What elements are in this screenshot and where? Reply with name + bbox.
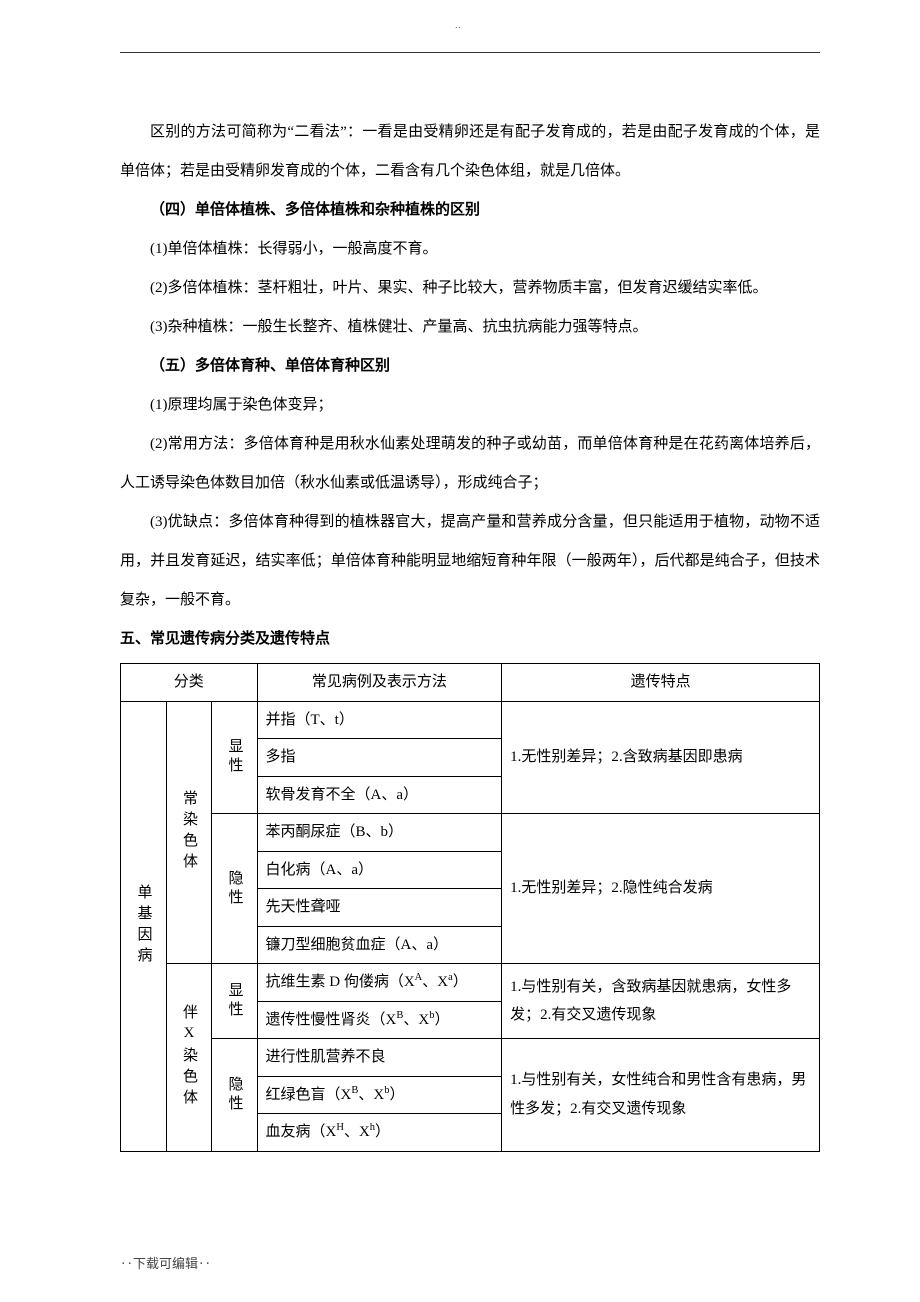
cell-example: 进行性肌营养不良: [257, 1039, 502, 1077]
text: 、X: [344, 1124, 370, 1140]
table-row: 伴X染色体 显性 抗维生素 D 佝偻病（XA、Xa） 1.与性别有关，含致病基因…: [121, 964, 820, 1002]
th-traits: 遗传特点: [502, 664, 820, 702]
heading-4: （四）单倍体植株、多倍体植株和杂种植株的区别: [120, 191, 820, 230]
cell-example: 苯丙酮尿症（B、b）: [257, 814, 502, 852]
text: 遗传性慢性肾炎（X: [266, 1012, 397, 1028]
cell-label: 隐性: [220, 870, 249, 908]
cell-label: 常染色体: [175, 790, 204, 874]
cell-example: 先天性聋哑: [257, 889, 502, 927]
cell-example: 白化病（A、a）: [257, 851, 502, 889]
paragraph-5-1: (1)原理均属于染色体变异；: [120, 386, 820, 425]
cell-label: 单基因病: [129, 884, 158, 968]
text: ）: [453, 974, 468, 990]
text: ）: [375, 1124, 390, 1140]
table-row: 单基因病 常染色体 显性 并指（T、t） 1.无性别差异；2.含致病基因即患病: [121, 701, 820, 739]
genetic-diseases-table: 分类 常见病例及表示方法 遗传特点 单基因病 常染色体 显性 并指（T、t） 1…: [120, 663, 820, 1152]
table-row: 隐性 苯丙酮尿症（B、b） 1.无性别差异；2.隐性纯合发病: [121, 814, 820, 852]
cell-label: 伴X染色体: [175, 1004, 204, 1110]
paragraph-5-3: (3)优缺点：多倍体育种得到的植株器官大，提高产量和营养成分含量，但只能适用于植…: [120, 503, 820, 620]
paragraph-5-2: (2)常用方法：多倍体育种是用秋水仙素处理萌发的种子或幼苗，而单倍体育种是在花药…: [120, 425, 820, 503]
cell-single-gene: 单基因病: [121, 701, 167, 1151]
th-examples: 常见病例及表示方法: [257, 664, 502, 702]
footer-text: ‥下载可编辑‥: [120, 1253, 211, 1272]
paragraph-intro: 区别的方法可简称为“二看法”：一看是由受精卵还是有配子发育成的，若是由配子发育成…: [120, 113, 820, 191]
table-row: 分类 常见病例及表示方法 遗传特点: [121, 664, 820, 702]
text: 红绿色盲（X: [266, 1087, 352, 1103]
paragraph-4-1: (1)单倍体植株：长得弱小，一般高度不育。: [120, 230, 820, 269]
cell-label: 隐性: [220, 1076, 249, 1114]
cell-dominant: 显性: [212, 701, 258, 814]
cell-example: 软骨发育不全（A、a）: [257, 776, 502, 814]
cell-trait: 1.与性别有关，女性纯合和男性含有患病，男性多发；2.有交叉遗传现象: [502, 1039, 820, 1152]
sup: H: [336, 1122, 344, 1133]
cell-label: 显性: [220, 982, 249, 1020]
paragraph-4-3: (3)杂种植株：一般生长整齐、植株健壮、产量高、抗虫抗病能力强等特点。: [120, 308, 820, 347]
document-page: ‥ 区别的方法可简称为“二看法”：一看是由受精卵还是有配子发育成的，若是由配子发…: [0, 0, 920, 1302]
text: 、X: [358, 1087, 384, 1103]
text: ）: [389, 1087, 404, 1103]
text: 、X: [403, 1012, 429, 1028]
cell-example: 镰刀型细胞贫血症（A、a）: [257, 926, 502, 964]
header-dots: ‥: [455, 20, 466, 31]
text: 抗维生素 D 佝偻病（X: [266, 974, 415, 990]
cell-example: 血友病（XH、Xh）: [257, 1114, 502, 1152]
header-rule: [120, 52, 820, 53]
cell-label: 显性: [220, 738, 249, 776]
cell-example: 红绿色盲（XB、Xb）: [257, 1076, 502, 1114]
cell-autosome: 常染色体: [166, 701, 212, 964]
cell-trait: 1.无性别差异；2.隐性纯合发病: [502, 814, 820, 964]
cell-example: 遗传性慢性肾炎（XB、Xb）: [257, 1001, 502, 1039]
cell-recessive: 隐性: [212, 814, 258, 964]
cell-x-linked: 伴X染色体: [166, 964, 212, 1152]
text: 、X: [422, 974, 448, 990]
heading-section-5: 五、常见遗传病分类及遗传特点: [120, 620, 820, 659]
cell-recessive: 隐性: [212, 1039, 258, 1152]
cell-example: 抗维生素 D 佝偻病（XA、Xa）: [257, 964, 502, 1002]
cell-example: 并指（T、t）: [257, 701, 502, 739]
text: ）: [434, 1012, 449, 1028]
paragraph-4-2: (2)多倍体植株：茎杆粗壮，叶片、果实、种子比较大，营养物质丰富，但发育迟缓结实…: [120, 269, 820, 308]
cell-trait: 1.无性别差异；2.含致病基因即患病: [502, 701, 820, 814]
heading-5: （五）多倍体育种、单倍体育种区别: [120, 347, 820, 386]
cell-example: 多指: [257, 739, 502, 777]
text: 血友病（X: [266, 1124, 337, 1140]
cell-trait: 1.与性别有关，含致病基因就患病，女性多发；2.有交叉遗传现象: [502, 964, 820, 1039]
cell-dominant: 显性: [212, 964, 258, 1039]
table-row: 隐性 进行性肌营养不良 1.与性别有关，女性纯合和男性含有患病，男性多发；2.有…: [121, 1039, 820, 1077]
th-category: 分类: [121, 664, 258, 702]
